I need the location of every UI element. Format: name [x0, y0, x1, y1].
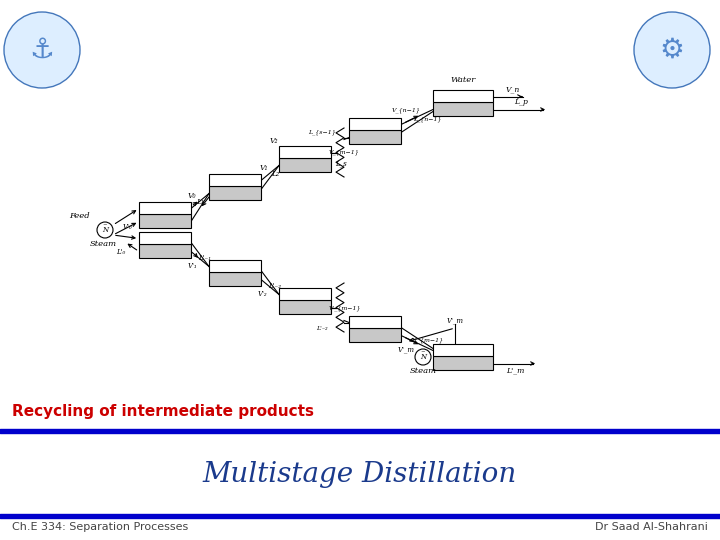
Bar [433, 344, 493, 356]
Bar [139, 244, 191, 258]
Circle shape [4, 12, 80, 88]
Bar [433, 356, 493, 370]
Text: L_s: L_s [335, 159, 347, 167]
Bar [349, 118, 401, 130]
Text: L₁: L₁ [196, 198, 204, 206]
Bar [209, 272, 261, 286]
Text: L₂: L₂ [271, 170, 279, 178]
Bar [279, 158, 331, 172]
Bar [349, 316, 401, 328]
Text: V_n: V_n [506, 85, 520, 93]
Bar [209, 186, 261, 200]
Bar [433, 90, 493, 102]
Text: Steam: Steam [89, 240, 117, 248]
Text: ⚓: ⚓ [30, 36, 55, 64]
Text: N: N [420, 353, 426, 361]
Bar [433, 102, 493, 116]
Text: V_{m−1}: V_{m−1} [329, 149, 360, 155]
Bar [349, 130, 401, 144]
Text: V'₂: V'₂ [257, 290, 267, 298]
Bar [349, 328, 401, 342]
Text: V'₁: V'₁ [187, 262, 197, 270]
Text: V'_{m−1}: V'_{m−1} [328, 305, 361, 311]
Bar [209, 260, 261, 272]
Text: L'₋₁: L'₋₁ [199, 254, 212, 262]
Text: Ch.E 334: Separation Processes: Ch.E 334: Separation Processes [12, 522, 188, 532]
Text: L'₋₂: L'₋₂ [316, 326, 328, 331]
Text: V'_m: V'_m [446, 316, 464, 324]
Circle shape [97, 222, 113, 238]
Text: V'₀: V'₀ [122, 223, 132, 231]
Bar [209, 174, 261, 186]
Circle shape [415, 349, 431, 365]
Text: ⚙: ⚙ [660, 36, 685, 64]
Bar [139, 214, 191, 228]
Text: L_{s−1}: L_{s−1} [308, 130, 336, 136]
Text: L_{n−1}: L_{n−1} [413, 117, 441, 123]
Text: ~: ~ [420, 349, 426, 354]
Text: L'_m: L'_m [506, 367, 524, 375]
Bar [139, 202, 191, 214]
Text: Feed: Feed [69, 212, 90, 220]
Text: V₁: V₁ [260, 164, 269, 172]
Text: L'₀: L'₀ [117, 247, 125, 255]
Text: Recycling of intermediate products: Recycling of intermediate products [12, 404, 314, 419]
Text: L'_{m−1}: L'_{m−1} [411, 338, 443, 343]
Text: V'_m: V'_m [397, 346, 415, 354]
Bar [139, 232, 191, 244]
Text: Multistage Distillation: Multistage Distillation [203, 462, 517, 489]
Text: N: N [102, 226, 108, 234]
Text: V_{n−1}: V_{n−1} [392, 107, 420, 113]
Circle shape [634, 12, 710, 88]
Bar [279, 288, 331, 300]
Text: L_p: L_p [514, 98, 528, 106]
Text: ~: ~ [103, 222, 107, 227]
Text: Dr Saad Al-Shahrani: Dr Saad Al-Shahrani [595, 522, 708, 532]
Text: V₂: V₂ [270, 137, 278, 145]
Text: Water: Water [451, 76, 476, 84]
Text: V₀: V₀ [188, 192, 197, 200]
Text: L'₋₂: L'₋₂ [269, 282, 282, 291]
Text: Steam: Steam [410, 367, 436, 375]
Bar [279, 146, 331, 158]
Bar [279, 300, 331, 314]
